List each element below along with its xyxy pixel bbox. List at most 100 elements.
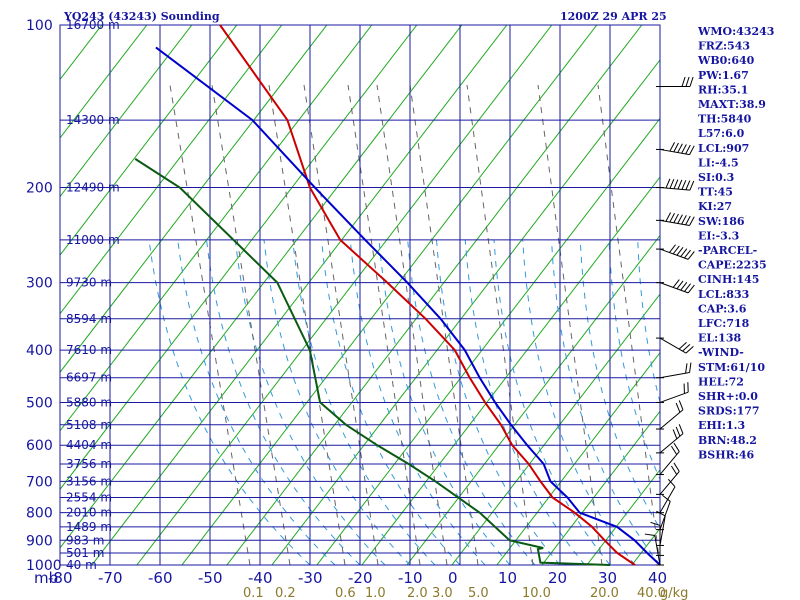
wind-barb-staff (659, 372, 690, 379)
wind-barb-flag (672, 429, 678, 439)
wind-barb-flag (673, 462, 680, 472)
height-label: 7610 m (66, 343, 112, 357)
wind-barb-staff (659, 219, 690, 227)
pressure-tick-label: 200 (26, 181, 53, 197)
wind-barb-flag (681, 76, 686, 87)
dry-adiabat-line (60, 25, 283, 315)
wind-barb-flag (689, 362, 692, 373)
height-label: 5880 m (66, 395, 112, 409)
mixing-ratio-label: 40.0 (637, 586, 666, 600)
wind-barb-staff (659, 409, 684, 430)
wind-barb-flag (673, 179, 679, 189)
mixing-ratio-line (597, 84, 660, 565)
wind-barb-flag (669, 179, 675, 189)
wind-barb-flag (677, 179, 683, 190)
temperature-tick-label: 20 (548, 569, 567, 587)
wind-barb-flag (656, 510, 666, 517)
wind-barb-flag (689, 145, 695, 155)
index-entry: CAPE:2235 (698, 259, 767, 272)
wind-barb-flag (670, 445, 678, 455)
moist-adiabat-line (349, 239, 486, 565)
wind-barb-flag (677, 143, 683, 153)
dry-adiabat-line (226, 25, 643, 565)
wind-barb-staff (659, 148, 690, 156)
temperature-tick-label: -40 (248, 569, 273, 587)
dry-adiabat-line (406, 234, 660, 565)
index-entry: HEL:72 (698, 375, 744, 388)
pressure-tick-label: 400 (26, 343, 53, 359)
dry-adiabat-line (451, 293, 660, 565)
wind-barb-staff (659, 187, 690, 191)
height-label: 983 m (66, 533, 104, 547)
temperature-curve (219, 24, 636, 566)
pressure-tick-label: 700 (26, 474, 53, 490)
height-label: 16700 m (66, 18, 120, 32)
mixing-ratio-line (537, 84, 603, 565)
wind-barb-flag (662, 494, 671, 502)
index-entry: LCL:833 (698, 288, 749, 301)
index-entry: TT:45 (698, 186, 733, 199)
wind-barb-staff (659, 248, 689, 260)
wind-barb-staff (659, 337, 687, 354)
index-entry: SW:186 (698, 215, 745, 228)
wind-barb-flag (676, 247, 684, 256)
dry-adiabat-line (271, 59, 660, 565)
wind-barb-flag (672, 279, 680, 288)
mixing-ratio-line (466, 84, 534, 565)
wind-barb-staff (659, 433, 684, 454)
height-label: 3756 m (66, 457, 112, 471)
wind-barb-flag (682, 344, 691, 352)
observation-time: 1200Z 29 APR 25 (560, 10, 667, 23)
index-entry: EHI:1.3 (698, 419, 745, 432)
height-label: 1489 m (66, 520, 112, 534)
height-label: 8594 m (66, 312, 112, 326)
temperature-tick-label: -50 (198, 569, 223, 587)
wind-barb-flag (669, 244, 676, 253)
wind-barb-flag (669, 213, 675, 223)
wind-barb-flag (673, 442, 680, 452)
wind-barb-staff (659, 451, 680, 475)
temperature-tick-label: -80 (48, 569, 73, 587)
moist-adiabat-line (522, 239, 636, 565)
height-label: 5108 m (66, 418, 112, 432)
dry-adiabat-line (60, 25, 148, 139)
index-entry: L57:6.0 (698, 127, 745, 140)
index-entry: PW:1.67 (698, 69, 749, 82)
mixing-ratio-line (268, 84, 346, 565)
wind-barb-staff (659, 391, 689, 403)
index-entry: SI:0.3 (698, 171, 734, 184)
wind-barb-flag (685, 215, 691, 226)
wind-barb-flag (680, 281, 688, 291)
mixing-ratio-label: 3.0 (432, 586, 453, 600)
wind-barb-flag (685, 180, 691, 191)
mixing-ratio-label: 20.0 (590, 586, 619, 600)
dry-adiabat-line (60, 25, 373, 432)
index-entry: LFC:718 (698, 317, 750, 330)
index-entry: TH:5840 (698, 113, 752, 126)
height-label: 12490 m (66, 181, 120, 195)
temperature-tick-label: -60 (148, 569, 173, 587)
mixing-ratio-label: 2.0 (407, 586, 428, 600)
height-label: 11000 m (66, 233, 120, 247)
mixing-ratio-line (376, 84, 448, 565)
wind-barb-flag (678, 342, 687, 350)
station-title: YO243 (43243) Sounding (63, 10, 220, 23)
wind-barb-staff (654, 535, 661, 566)
wind-barb-flag (675, 402, 681, 413)
wind-barb-flag (684, 283, 691, 292)
moist-adiabat-line (436, 239, 561, 565)
dry-adiabat-line (60, 25, 193, 198)
dry-adiabat-line (181, 25, 598, 565)
moist-adiabat-line (551, 239, 660, 565)
temperature-tick-label: 0 (448, 569, 458, 587)
parcel-curve (155, 46, 661, 566)
mixing-ratio-label: 1.0 (365, 586, 386, 600)
mixing-ratio-label: 0.1 (243, 586, 264, 600)
index-entry: STM:61/10 (698, 361, 765, 374)
pressure-tick-label: 800 (26, 506, 53, 522)
sounding-curves (134, 24, 661, 566)
pressure-tick-label: 1000 (26, 558, 62, 574)
height-label: 3156 m (66, 474, 112, 488)
